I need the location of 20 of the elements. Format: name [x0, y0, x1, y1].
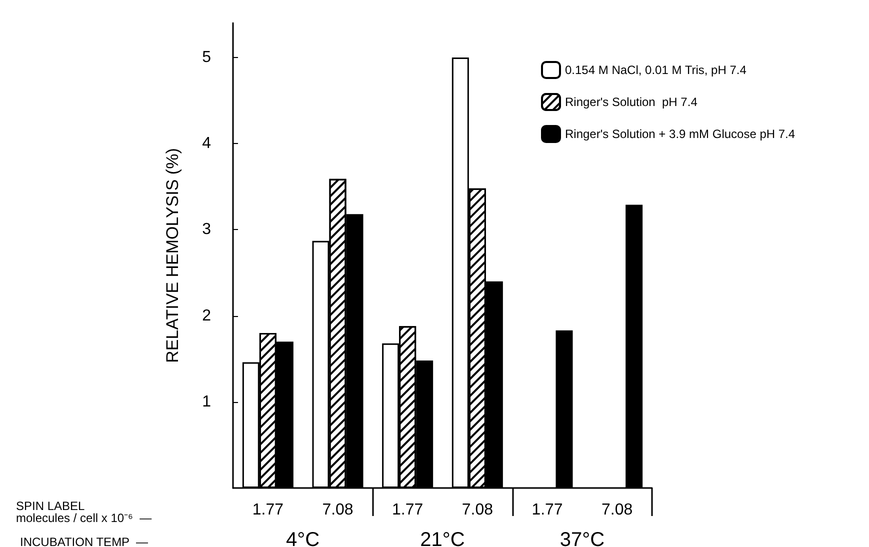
text: 4°C [286, 529, 320, 547]
y-tick-label: 4 [202, 135, 212, 152]
x-tick-label: 7.08 [602, 502, 633, 518]
x-tick-label: 1.77 [532, 502, 563, 518]
y-tick-label: 2 [202, 307, 212, 324]
text: 21°C [420, 529, 465, 547]
x-axis-title: SPIN LABEL molecules / cell x 10⁻⁶ — [16, 499, 152, 525]
text: 37°C [560, 529, 605, 547]
x-tick-label: 1.77 [252, 502, 284, 518]
text: INCUBATION TEMP — [20, 535, 148, 547]
x-tick-label: 7.08 [462, 502, 494, 518]
legend-label: Ringer's Solution pH 7.4 [565, 95, 698, 109]
x-tick-label: 7.08 [322, 502, 354, 518]
y-axis-title: RELATIVE HEMOLYSIS (%) [163, 148, 182, 363]
legend-label: 0.154 M NaCl, 0.01 M Tris, pH 7.4 [565, 63, 747, 77]
y-tick-label: 5 [202, 48, 212, 66]
legend-label: Ringer's Solution + 3.9 mM Glucose pH 7.4 [565, 127, 796, 141]
x-tick-label: 1.77 [392, 502, 424, 518]
y-tick-label: 3 [202, 221, 212, 238]
y-tick-label: 1 [202, 393, 212, 410]
